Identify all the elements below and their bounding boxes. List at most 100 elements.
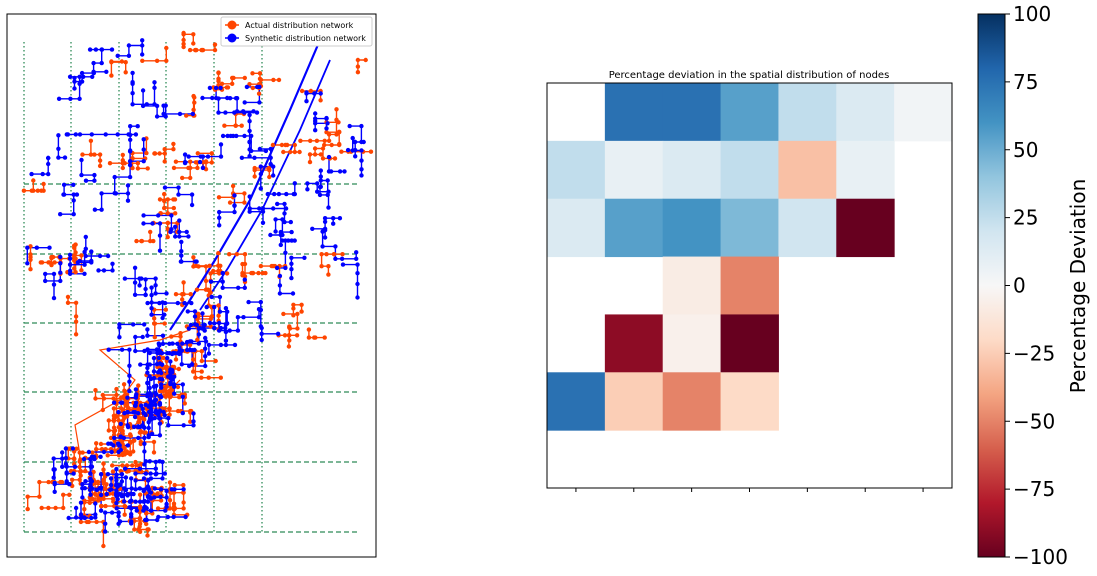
network-node (270, 142, 276, 148)
network-node (118, 421, 124, 427)
network-node (28, 254, 33, 260)
network-node (263, 148, 269, 154)
network-node (88, 152, 94, 157)
network-node (137, 516, 143, 521)
network-node (156, 355, 161, 361)
network-node (130, 102, 135, 107)
network-node (71, 471, 76, 476)
network-node (78, 519, 84, 525)
network-node (355, 281, 360, 287)
network-node (86, 449, 92, 455)
network-node (77, 477, 82, 482)
network-node (137, 529, 143, 534)
network-node (143, 459, 149, 464)
network-node (252, 174, 257, 179)
network-node (158, 498, 164, 503)
network-node (142, 441, 147, 446)
network-node (242, 133, 247, 139)
network-node (147, 350, 152, 356)
network-node (101, 396, 107, 401)
network-node (104, 482, 109, 487)
network-node (320, 156, 326, 161)
network-node (193, 375, 198, 380)
network-node (368, 149, 374, 154)
network-node (268, 146, 273, 152)
heatmap-cell (547, 372, 606, 431)
network-node (153, 408, 159, 413)
network-node (81, 515, 87, 520)
network-node (334, 107, 339, 112)
network-node (154, 58, 160, 63)
network-node (326, 189, 331, 194)
network-node (116, 418, 122, 423)
network-node (97, 163, 103, 169)
network-node (51, 282, 57, 287)
network-node (61, 182, 67, 187)
network-node (129, 521, 134, 526)
network-node (125, 395, 130, 400)
network-node (103, 486, 108, 491)
network-node (145, 533, 150, 538)
network-node (258, 324, 263, 329)
network-node (355, 295, 360, 300)
network-node (114, 494, 119, 499)
network-node (88, 492, 93, 497)
network-node (159, 382, 164, 387)
network-node (312, 146, 318, 151)
network-node (180, 394, 185, 399)
network-node (180, 292, 185, 297)
network-node (355, 64, 361, 69)
network-node (108, 441, 114, 446)
network-node (171, 501, 177, 506)
network-node (99, 191, 104, 196)
network-node (141, 147, 146, 152)
network-node (232, 193, 237, 198)
network-node (122, 276, 128, 281)
network-node (157, 300, 162, 306)
network-node (151, 238, 156, 244)
network-node (39, 188, 44, 193)
network-node (196, 311, 201, 317)
network-node (223, 329, 229, 335)
network-node (41, 181, 46, 187)
network-node (157, 402, 163, 407)
network-node (171, 205, 176, 211)
network-node (209, 160, 214, 165)
network-node (129, 476, 134, 481)
network-node (148, 229, 153, 235)
network-node (254, 110, 260, 115)
network-node (129, 506, 134, 511)
network-node (192, 309, 198, 314)
network-node (35, 188, 40, 193)
network-node (326, 138, 332, 143)
network-node (179, 239, 184, 245)
network-node (172, 482, 177, 488)
network-node (124, 463, 130, 468)
network-edge (328, 157, 345, 173)
network-node (51, 271, 57, 277)
network-node (334, 117, 339, 123)
network-node (152, 486, 157, 491)
network-node (108, 476, 114, 481)
network-node (350, 148, 355, 153)
network-node (133, 403, 138, 408)
network-node (313, 116, 318, 121)
network-node (271, 173, 276, 178)
colorbar: 100 75 50 25 0 −25 −50 −75 −100 Percentage Devia… (977, 2, 1090, 569)
network-node (146, 494, 151, 499)
network-node (108, 482, 114, 488)
network-node (162, 151, 167, 156)
network-node (148, 476, 154, 481)
network-node (145, 166, 150, 171)
network-node (89, 479, 95, 484)
network-node (83, 178, 89, 183)
network-node (127, 159, 133, 164)
network-node (142, 322, 147, 327)
network-node (108, 487, 114, 492)
heatmap-cell (720, 372, 779, 431)
network-node (162, 300, 168, 306)
network-node (140, 88, 146, 93)
heatmap-cell (720, 314, 779, 373)
network-node (116, 441, 121, 446)
network-node (324, 126, 329, 131)
